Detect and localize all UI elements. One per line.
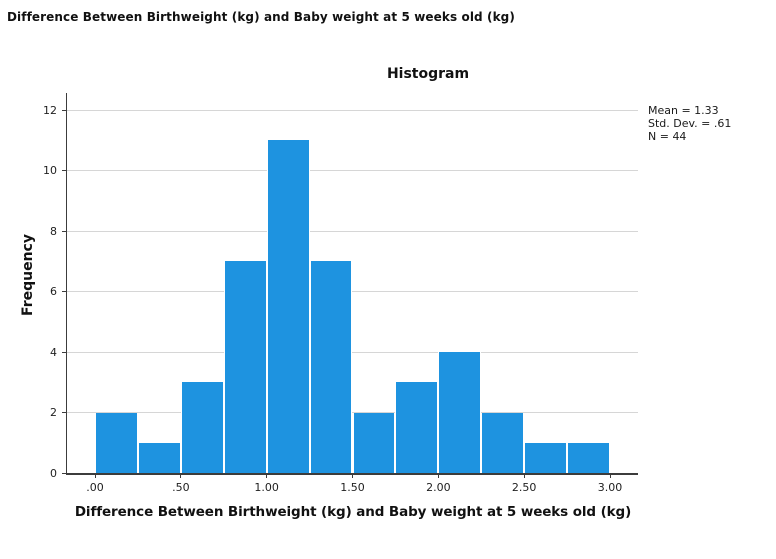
- y-tick-mark: [62, 412, 66, 413]
- stats-legend: Mean = 1.33 Std. Dev. = .61 N = 44: [648, 104, 731, 143]
- x-tick-mark: [437, 474, 439, 478]
- x-tick-label: 3.00: [597, 481, 623, 494]
- x-tick-mark: [180, 474, 182, 478]
- y-tick-label: 8: [50, 224, 57, 238]
- y-tick-label: 0: [50, 466, 57, 480]
- histogram-bar: [438, 352, 482, 473]
- x-tick-mark: [266, 474, 268, 478]
- y-tick-label: 10: [43, 164, 57, 177]
- y-tick-label: 6: [50, 285, 57, 298]
- histogram-bar: [352, 412, 396, 473]
- histogram-bar: [223, 261, 267, 473]
- gridline-y-4: [67, 351, 638, 353]
- y-axis-line: [65, 93, 67, 475]
- histogram-bar: [137, 442, 181, 473]
- histogram-bar: [395, 382, 439, 473]
- x-tick-mark: [352, 474, 353, 478]
- y-tick-mark: [62, 109, 66, 111]
- y-tick-mark: [62, 351, 66, 353]
- stat-stddev: Std. Dev. = .61: [648, 117, 732, 130]
- y-tick-label: 12: [43, 103, 57, 117]
- histogram-bar: [95, 412, 138, 473]
- x-tick-label: 1.00: [254, 481, 279, 494]
- stat-n: N = 44: [648, 130, 687, 143]
- x-tick-label: 2.50: [511, 481, 537, 494]
- x-axis-line: [65, 473, 638, 475]
- y-tick-mark: [62, 291, 66, 292]
- x-axis-title: Difference Between Birthweight (kg) and …: [74, 504, 632, 520]
- gridline-y-6: [67, 291, 638, 292]
- y-tick-mark: [62, 230, 66, 232]
- y-tick-label: 4: [50, 345, 57, 359]
- y-axis-title: Frequency: [20, 234, 36, 316]
- output-title: Difference Between Birthweight (kg) and …: [7, 10, 515, 24]
- x-tick-mark: [94, 474, 96, 478]
- histogram-bar: [567, 442, 610, 473]
- histogram-figure: Histogram Frequency Difference Between B…: [0, 40, 776, 559]
- y-tick-mark: [62, 170, 66, 171]
- x-tick-label: 1.50: [340, 481, 365, 494]
- x-tick-mark: [609, 474, 611, 478]
- histogram-bar: [481, 412, 525, 473]
- gridline-y-8: [67, 230, 638, 232]
- histogram-bar: [524, 442, 568, 473]
- gridline-y-10: [67, 170, 638, 171]
- x-tick-mark: [523, 474, 525, 478]
- x-tick-label: .00: [86, 481, 104, 494]
- chart-title: Histogram: [386, 66, 470, 82]
- histogram-bar: [309, 261, 353, 473]
- histogram-bar: [180, 382, 224, 473]
- gridline-y-12: [67, 109, 638, 111]
- x-tick-label: .50: [172, 481, 190, 494]
- y-tick-label: 2: [50, 406, 57, 419]
- stat-mean: Mean = 1.33: [648, 104, 719, 117]
- y-tick-mark: [62, 472, 66, 474]
- x-tick-label: 2.00: [426, 481, 451, 494]
- histogram-bar: [266, 140, 310, 473]
